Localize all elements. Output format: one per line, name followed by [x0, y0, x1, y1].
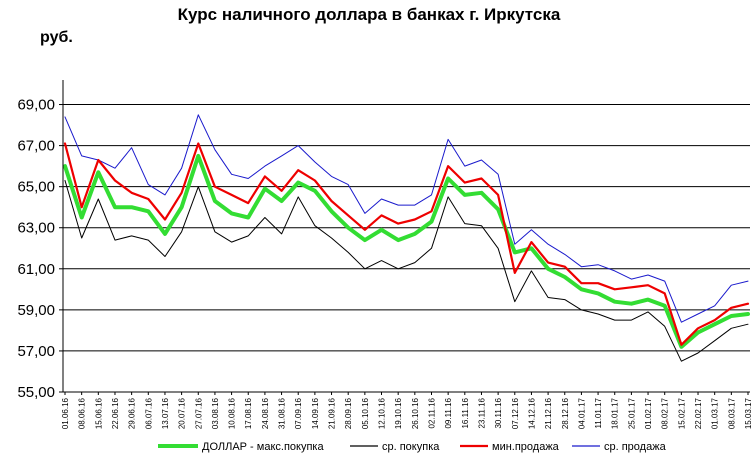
x-tick-label: 11.01.17	[594, 397, 603, 428]
x-tick-label: 02.11.16	[427, 397, 436, 428]
x-tick-label: 08.02.17	[661, 397, 670, 429]
legend-label: ср. продажа	[604, 441, 667, 453]
x-tick-label: 08.03.17	[727, 397, 736, 429]
x-tick-label: 03.08.16	[211, 397, 220, 429]
x-tick-label: 17.08.16	[244, 397, 253, 429]
y-tick-label: 63,00	[17, 220, 55, 237]
x-tick-label: 01.02.17	[644, 397, 653, 429]
x-tick-label: 28.12.16	[561, 397, 570, 429]
x-tick-label: 08.06.16	[78, 397, 87, 429]
x-tick-label: 15.03.17	[744, 397, 753, 429]
x-tick-label: 29.06.16	[128, 397, 137, 429]
series-line-1	[64, 180, 749, 362]
y-tick-label: 57,00	[17, 343, 55, 360]
x-tick-label: 10.08.16	[228, 397, 237, 429]
axes	[62, 80, 750, 393]
x-tick-label: 09.11.16	[444, 397, 453, 428]
legend: ДОЛЛАР - макс.покупка ср. покупка мин.прод…	[158, 441, 667, 453]
x-tick-label: 13.07.16	[161, 397, 170, 429]
y-axis-ticks: 55,00 57,00 59,00 61,00 63,00 65,00 67,00 69,00	[17, 97, 63, 401]
x-tick-label: 22.02.17	[694, 397, 703, 429]
y-tick-label: 69,00	[17, 97, 55, 114]
legend-label: ДОЛЛАР - макс.покупка	[202, 441, 324, 453]
x-tick-label: 14.09.16	[311, 397, 320, 429]
x-tick-label: 01.03.17	[711, 397, 720, 429]
x-tick-label: 30.11.16	[494, 397, 503, 428]
x-tick-label: 26.10.16	[411, 397, 420, 429]
x-tick-label: 16.11.16	[461, 397, 470, 428]
y-tick-label: 65,00	[17, 179, 55, 196]
x-tick-label: 20.07.16	[178, 397, 187, 429]
x-tick-label: 15.02.17	[677, 397, 686, 429]
series-lines	[63, 114, 750, 362]
series-line-3	[64, 114, 749, 323]
x-axis-ticks: 01.06.16 08.06.16 15.06.16 22.06.16 29.06.16…	[61, 392, 753, 429]
x-tick-label: 07.12.16	[511, 397, 520, 429]
gridlines	[63, 104, 750, 393]
x-tick-label: 23.11.16	[477, 397, 486, 428]
y-tick-label: 61,00	[17, 261, 55, 278]
x-tick-label: 25.01.17	[627, 397, 636, 429]
x-tick-label: 01.06.16	[61, 397, 70, 429]
x-tick-label: 04.01.17	[577, 397, 586, 429]
x-tick-label: 18.01.17	[611, 397, 620, 429]
chart-title: Курс наличного доллара в банках г. Иркут…	[178, 5, 561, 24]
series-line-0	[63, 153, 750, 349]
legend-label: ср. покупка	[382, 441, 440, 453]
x-tick-label: 27.07.16	[194, 397, 203, 429]
x-tick-label: 21.12.16	[544, 397, 553, 429]
x-tick-label: 14.12.16	[527, 397, 536, 429]
x-tick-label: 19.10.16	[394, 397, 403, 429]
y-tick-label: 55,00	[17, 384, 55, 401]
y-tick-label: 59,00	[17, 302, 55, 319]
x-tick-label: 21.09.16	[328, 397, 337, 429]
series-line-2	[63, 142, 750, 346]
x-tick-label: 05.10.16	[361, 397, 370, 429]
x-tick-label: 07.09.16	[294, 397, 303, 429]
x-tick-label: 31.08.16	[278, 397, 287, 429]
x-tick-label: 28.09.16	[344, 397, 353, 429]
x-tick-label: 24.08.16	[261, 397, 270, 429]
x-tick-label: 06.07.16	[144, 397, 153, 429]
x-tick-label: 15.06.16	[94, 397, 103, 429]
y-axis-label: руб.	[40, 29, 73, 46]
x-tick-label: 12.10.16	[378, 397, 387, 429]
y-tick-label: 67,00	[17, 138, 55, 155]
x-tick-label: 22.06.16	[111, 397, 120, 429]
legend-label: мин.продажа	[492, 441, 560, 453]
